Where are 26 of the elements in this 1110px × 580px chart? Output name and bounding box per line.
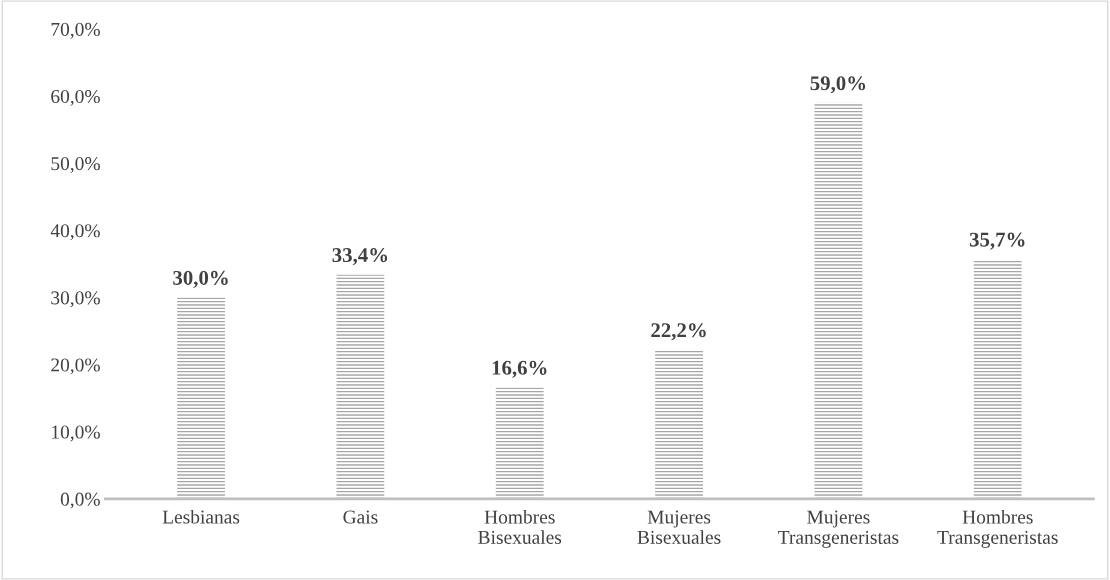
- y-tick-label: 70,0%: [51, 22, 100, 39]
- y-tick-label: 20,0%: [51, 358, 100, 375]
- data-label: 33,4%: [332, 248, 388, 266]
- x-tick-label: Mujeres Bisexuales: [637, 510, 721, 544]
- y-tick-label: 10,0%: [52, 425, 100, 442]
- x-tick-label: Hombres Transgeneristas: [937, 509, 1058, 548]
- bar: [973, 259, 1022, 499]
- data-label: 16,6%: [492, 360, 547, 378]
- y-tick-label: 40,0%: [50, 224, 100, 241]
- bar: [814, 102, 863, 499]
- y-tick-label: 50,0%: [51, 157, 100, 173]
- y-tick-label: 60,0%: [51, 89, 100, 106]
- data-label: 22,2%: [651, 323, 706, 341]
- data-label: 30,0%: [173, 270, 228, 288]
- bar: [336, 274, 385, 499]
- bar: [495, 387, 544, 499]
- x-tick-label: Mujeres Transgeneristas: [778, 510, 899, 548]
- bar: [177, 297, 225, 499]
- data-label: 59,0%: [810, 76, 866, 94]
- y-tick-label: 0,0%: [60, 492, 100, 509]
- y-tick-label: 30,0%: [51, 291, 100, 308]
- x-tick-label: Gais: [343, 510, 378, 524]
- x-tick-label: Hombres Bisexuales: [478, 509, 562, 544]
- data-label: 35,7%: [969, 232, 1025, 250]
- x-tick-label: Lesbianas: [162, 509, 240, 524]
- bar: [655, 349, 703, 499]
